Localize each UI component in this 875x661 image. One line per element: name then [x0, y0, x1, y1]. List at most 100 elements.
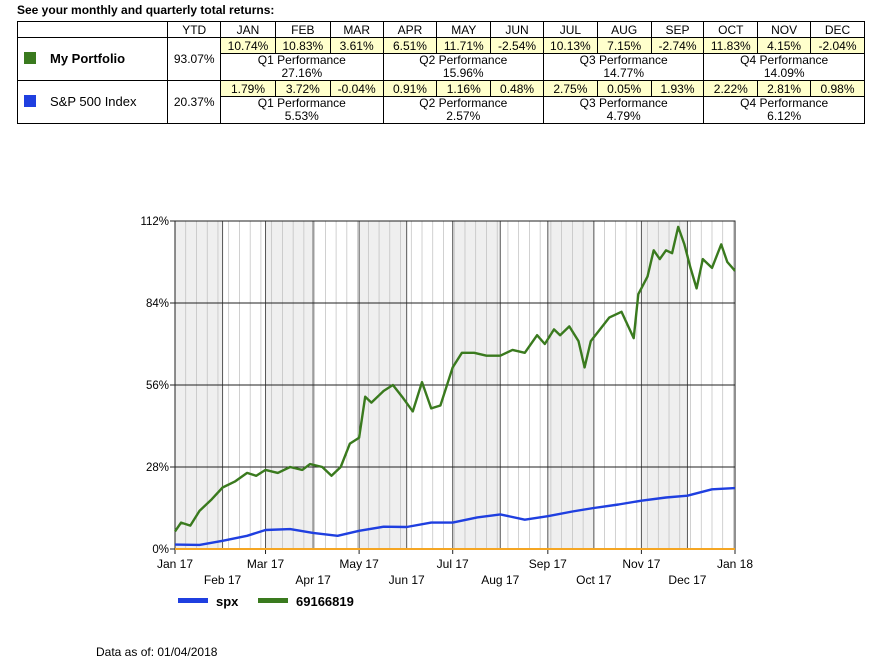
monthly-return-cell: 11.83%	[703, 37, 759, 54]
monthly-return-cell: 1.79%	[220, 80, 276, 97]
quarter-label: Q2 Performance	[419, 53, 508, 67]
monthly-return-cell: 0.05%	[596, 80, 652, 97]
quarter-value: 14.77%	[603, 66, 645, 80]
monthly-return-cell: 10.74%	[220, 37, 276, 54]
portfolio-quarter-row: Q1 Performance 27.16% Q2 Performance 15.96…	[18, 53, 865, 81]
monthly-return-cell: -2.04%	[810, 37, 865, 54]
quarter-value: 6.12%	[767, 109, 802, 123]
y-tick-label: 112%	[140, 216, 169, 228]
quarter-value: 5.53%	[284, 109, 319, 123]
monthly-return-cell: 2.81%	[757, 80, 811, 97]
monthly-return-cell: 4.15%	[757, 37, 811, 54]
quarter-label: Q3 Performance	[579, 96, 668, 110]
monthly-return-cell: 0.91%	[382, 80, 438, 97]
legend-swatch-portfolio	[258, 598, 288, 603]
legend-label-spx: spx	[216, 594, 239, 609]
monthly-return-cell: 2.75%	[542, 80, 598, 97]
x-tick-label: Feb 17	[204, 573, 242, 587]
y-tick-label: 56%	[146, 380, 169, 392]
series-line-69166819	[174, 225, 736, 533]
monthly-return-cell: -0.04%	[329, 80, 384, 97]
monthly-return-cell: 3.61%	[329, 37, 384, 54]
data-as-of: Data as of: 01/04/2018	[96, 645, 218, 659]
portfolio-ytd: 93.07%	[167, 37, 222, 81]
returns-heading: See your monthly and quarterly total ret…	[17, 3, 275, 17]
monthly-return-cell: 2.22%	[703, 80, 759, 97]
quarter-cell: Q4 Performance 6.12%	[703, 96, 865, 124]
index-quarter-row: Q1 Performance 5.53% Q2 Performance 2.57% …	[18, 96, 865, 124]
monthly-return-cell: 6.51%	[382, 37, 438, 54]
returns-table: YTD JAN FEB MAR APR MAY JUN JUL AUG SEP …	[16, 21, 865, 124]
x-tick-label: Jan 18	[717, 557, 753, 571]
index-ytd: 20.37%	[167, 80, 222, 124]
x-tick-label: Jul 17	[437, 557, 469, 571]
monthly-return-cell: 3.72%	[274, 80, 331, 97]
quarter-cell: Q1 Performance 27.16%	[220, 53, 384, 81]
header-month: FEB	[274, 21, 331, 38]
monthly-return-cell: 1.93%	[650, 80, 705, 97]
quarter-label: Q3 Performance	[579, 53, 668, 67]
header-empty-cell	[16, 21, 169, 38]
monthly-return-cell: 0.48%	[490, 80, 544, 97]
performance-chart: 0% 28% 56% 84% 112% Jan 17 Mar 17 May 17 Jul 17 S…	[140, 216, 753, 587]
header-month: AUG	[596, 21, 652, 38]
header-month: JUL	[542, 21, 598, 38]
legend-item-spx: spx	[178, 594, 238, 609]
portfolio-monthly-row: My Portfolio 93.07% 10.74% 10.83% 3.61% …	[16, 37, 865, 81]
header-ytd: YTD	[167, 21, 222, 38]
x-tick-label: Aug 17	[481, 573, 519, 587]
y-tick-label: 84%	[146, 298, 169, 310]
monthly-return-cell: 1.16%	[436, 80, 492, 97]
header-month: OCT	[703, 21, 759, 38]
series-line-spx	[174, 486, 736, 547]
header-month: MAR	[329, 21, 384, 38]
monthly-return-cell: -2.54%	[490, 37, 544, 54]
x-tick-label: May 17	[339, 557, 379, 571]
quarter-label: Q1 Performance	[257, 96, 346, 110]
index-color-swatch	[24, 95, 36, 107]
portfolio-name: My Portfolio	[50, 51, 126, 66]
header-month: JUN	[490, 21, 544, 38]
x-tick-label: Jun 17	[389, 573, 425, 587]
quarter-label: Q1 Performance	[257, 53, 346, 67]
y-tick-label: 28%	[146, 462, 169, 474]
quarter-value: 4.79%	[606, 109, 641, 123]
monthly-return-cell: 7.15%	[596, 37, 652, 54]
quarter-value: 2.57%	[446, 109, 481, 123]
monthly-return-cell: 10.83%	[274, 37, 331, 54]
legend-swatch-spx	[178, 598, 208, 603]
quarter-label: Q4 Performance	[740, 53, 829, 67]
x-tick-label: Sep 17	[529, 557, 567, 571]
quarter-cell: Q1 Performance 5.53%	[220, 96, 384, 124]
monthly-return-cell: -2.74%	[650, 37, 705, 54]
header-month: APR	[382, 21, 438, 38]
quarter-cell: Q3 Performance 14.77%	[542, 53, 705, 81]
quarter-cell: Q3 Performance 4.79%	[542, 96, 705, 124]
quarter-value: 15.96%	[442, 66, 484, 80]
quarter-cell: Q4 Performance 14.09%	[703, 53, 865, 81]
header-month: DEC	[810, 21, 865, 38]
monthly-return-cell: 10.13%	[542, 37, 598, 54]
portfolio-name-cell: My Portfolio	[16, 37, 169, 81]
quarter-value: 14.09%	[763, 66, 805, 80]
table-header-row: YTD JAN FEB MAR APR MAY JUN JUL AUG SEP …	[16, 21, 865, 38]
x-tick-label: Jan 17	[157, 557, 193, 571]
header-month: MAY	[436, 21, 492, 38]
y-tick-label: 0%	[152, 544, 169, 556]
quarter-label: Q4 Performance	[740, 96, 829, 110]
quarter-value: 27.16%	[281, 66, 323, 80]
index-name: S&P 500 Index	[50, 94, 137, 109]
monthly-return-cell: 0.98%	[810, 80, 865, 97]
x-tick-label: Apr 17	[295, 573, 331, 587]
quarter-label: Q2 Performance	[419, 96, 508, 110]
header-month: SEP	[650, 21, 705, 38]
quarter-cell: Q2 Performance 2.57%	[382, 96, 544, 124]
x-tick-label: Mar 17	[247, 557, 285, 571]
quarter-cell: Q2 Performance 15.96%	[382, 53, 544, 81]
x-tick-label: Dec 17	[668, 573, 706, 587]
index-monthly-row: S&P 500 Index 20.37% 1.79% 3.72% -0.04% …	[16, 80, 865, 124]
x-tick-label: Oct 17	[576, 573, 612, 587]
x-tick-label: Nov 17	[622, 557, 660, 571]
index-name-cell: S&P 500 Index	[16, 80, 169, 124]
legend-label-portfolio: 69166819	[296, 594, 354, 609]
